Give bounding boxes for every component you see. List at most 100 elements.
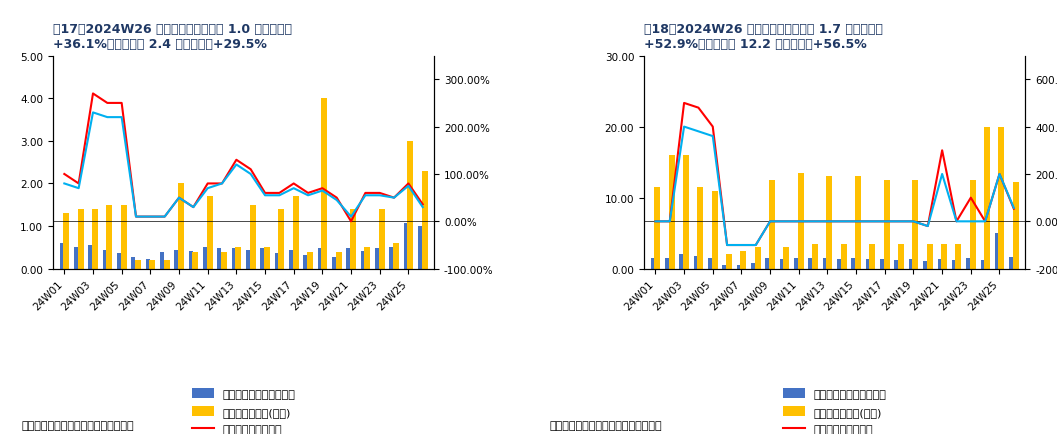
油烟机线下销额同比 <box>402 181 414 187</box>
油烟机线上销量同比 <box>878 219 891 224</box>
油烟机线上销量同比 <box>907 219 920 224</box>
Bar <box>350 210 356 269</box>
油烟机线下销额同比 <box>159 214 171 220</box>
Bar <box>938 260 942 269</box>
油烟机线上销额同比 <box>692 106 705 111</box>
油烟机线下销量同比 <box>130 214 143 220</box>
油烟机线下销量同比 <box>388 196 401 201</box>
Bar <box>952 260 956 269</box>
油烟机线下销额同比 <box>144 214 156 220</box>
Bar <box>708 258 712 269</box>
Text: 数据来源：奥维云网、开源证券研究所: 数据来源：奥维云网、开源证券研究所 <box>21 420 134 430</box>
Bar <box>711 191 718 269</box>
油烟机线下销量同比 <box>72 186 85 191</box>
Bar <box>164 260 169 269</box>
Bar <box>894 260 898 269</box>
Bar <box>999 127 1004 269</box>
Bar <box>941 244 947 269</box>
Bar <box>74 248 78 269</box>
油烟机线上销量同比 <box>664 219 676 224</box>
油烟机线上销额同比 <box>950 219 963 224</box>
Bar <box>966 258 970 269</box>
油烟机线上销量同比 <box>893 219 906 224</box>
油烟机线上销额同比 <box>907 219 920 224</box>
Bar <box>375 249 378 269</box>
油烟机线下销额同比 <box>373 191 386 196</box>
Bar <box>755 248 761 269</box>
Legend: 油烟机线上销额（亿元）, 油烟机线上销量(万台), 油烟机线上销额同比, 油烟机线上销量同比: 油烟机线上销额（亿元）, 油烟机线上销量(万台), 油烟机线上销额同比, 油烟机… <box>779 385 890 434</box>
Bar <box>995 233 999 269</box>
油烟机线下销量同比 <box>359 193 372 198</box>
油烟机线下销额同比 <box>216 181 228 187</box>
Bar <box>898 244 904 269</box>
Bar <box>880 259 884 269</box>
Bar <box>726 255 733 269</box>
Bar <box>765 258 769 269</box>
油烟机线上销额同比 <box>793 219 805 224</box>
Bar <box>146 260 149 269</box>
油烟机线下销额同比 <box>187 205 200 210</box>
Bar <box>837 259 841 269</box>
Bar <box>1009 257 1013 269</box>
Bar <box>969 181 976 269</box>
油烟机线下销量同比 <box>373 193 386 198</box>
油烟机线上销额同比 <box>979 219 991 224</box>
油烟机线下销量同比 <box>187 205 200 210</box>
油烟机线上销额同比 <box>735 243 747 248</box>
油烟机线下销额同比 <box>301 191 314 196</box>
油烟机线上销额同比 <box>649 219 662 224</box>
Bar <box>236 248 241 269</box>
Bar <box>347 249 350 269</box>
Bar <box>869 244 875 269</box>
油烟机线上销量同比 <box>979 219 991 224</box>
Bar <box>783 248 790 269</box>
Bar <box>651 258 654 269</box>
Bar <box>840 244 847 269</box>
油烟机线下销额同比 <box>288 181 300 187</box>
Text: 数据来源：奥维云网、开源证券研究所: 数据来源：奥维云网、开源证券研究所 <box>550 420 663 430</box>
Bar <box>275 253 279 269</box>
Bar <box>809 258 812 269</box>
Bar <box>780 259 783 269</box>
油烟机线上销额同比 <box>721 243 734 248</box>
油烟机线上销量同比 <box>1007 206 1020 211</box>
油烟机线上销额同比 <box>1007 207 1020 212</box>
Bar <box>769 181 775 269</box>
Bar <box>822 258 827 269</box>
油烟机线上销量同比 <box>721 243 734 248</box>
Bar <box>206 197 212 269</box>
Bar <box>120 205 127 269</box>
油烟机线下销量同比 <box>402 184 414 189</box>
油烟机线上销额同比 <box>893 219 906 224</box>
Bar <box>912 181 919 269</box>
Bar <box>231 249 236 269</box>
Bar <box>92 210 98 269</box>
Bar <box>131 257 135 269</box>
油烟机线下销量同比 <box>316 188 329 194</box>
Bar <box>293 197 299 269</box>
Bar <box>160 252 164 269</box>
油烟机线上销额同比 <box>821 219 834 224</box>
油烟机线下销额同比 <box>316 186 329 191</box>
Bar <box>884 181 890 269</box>
油烟机线上销量同比 <box>764 219 777 224</box>
油烟机线下销量同比 <box>172 196 185 201</box>
油烟机线下销额同比 <box>273 191 285 196</box>
Bar <box>422 171 428 269</box>
油烟机线下销额同比 <box>331 196 344 201</box>
Bar <box>855 177 861 269</box>
油烟机线下销量同比 <box>58 181 71 187</box>
Bar <box>740 251 746 269</box>
油烟机线上销量同比 <box>735 243 747 248</box>
Line: 油烟机线上销量同比: 油烟机线上销量同比 <box>655 127 1014 246</box>
Bar <box>89 246 92 269</box>
Bar <box>135 260 141 269</box>
油烟机线下销量同比 <box>244 172 257 177</box>
油烟机线上销额同比 <box>964 196 977 201</box>
油烟机线上销量同比 <box>806 219 819 224</box>
Bar <box>419 227 422 269</box>
油烟机线下销额同比 <box>101 101 114 106</box>
油烟机线上销量同比 <box>706 134 719 139</box>
油烟机线上销额同比 <box>764 219 777 224</box>
Bar <box>149 260 155 269</box>
